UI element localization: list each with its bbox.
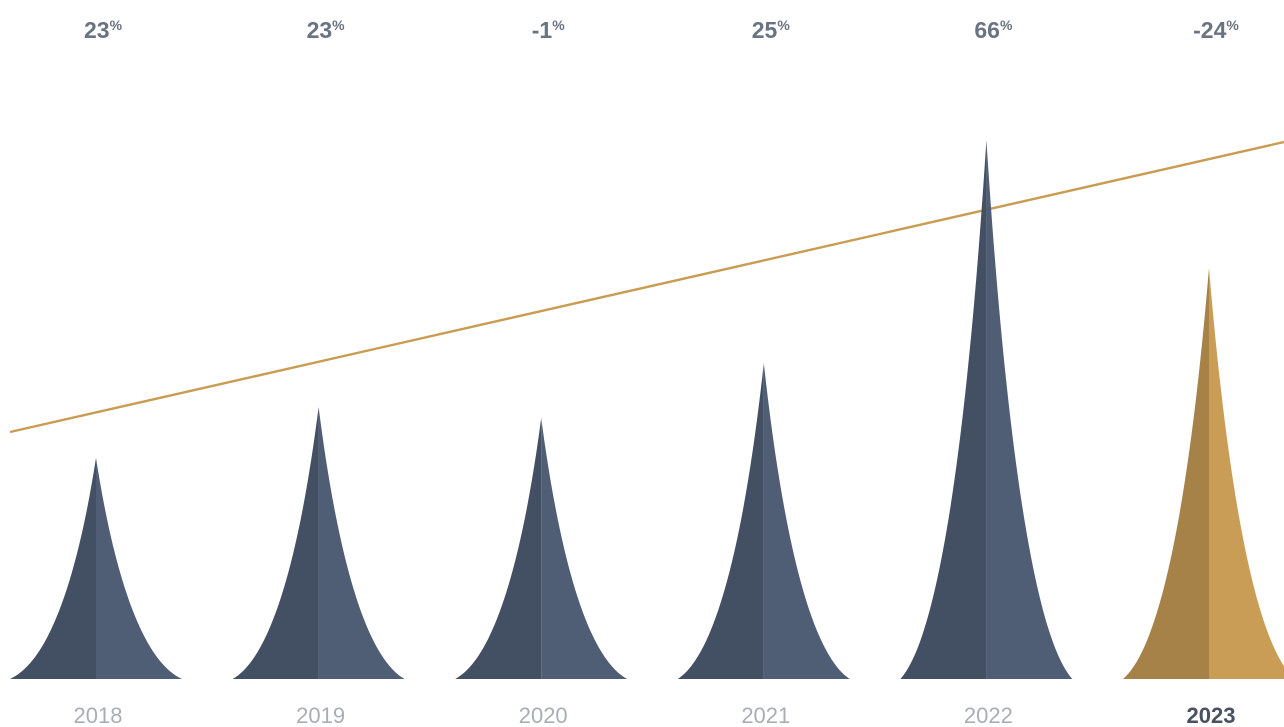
value-label-2022: 66% — [974, 17, 1013, 43]
bar-2018 — [10, 458, 182, 679]
bar-2022-left-half — [900, 140, 987, 679]
bar-2023 — [1123, 268, 1284, 679]
bar-2019-left-half — [232, 407, 319, 679]
bar-2022-right-half — [986, 140, 1073, 679]
bar-2023-right-half — [1209, 268, 1284, 679]
category-label-2022: 2022 — [964, 703, 1013, 727]
bar-2023-left-half — [1123, 268, 1209, 679]
value-label-2018: 23% — [84, 17, 123, 43]
bar-2019 — [232, 407, 405, 679]
bar-2021-right-half — [763, 363, 850, 679]
value-label-2023: -24% — [1193, 17, 1239, 43]
category-label-2021: 2021 — [741, 703, 790, 727]
bar-2021-left-half — [677, 363, 764, 679]
category-label-2019: 2019 — [296, 703, 345, 727]
bar-2020-left-half — [455, 418, 542, 679]
bar-2020 — [455, 418, 628, 679]
bar-2020-right-half — [541, 418, 628, 679]
value-label-2019: 23% — [307, 17, 346, 43]
category-label-2018: 2018 — [74, 703, 123, 727]
bar-2021 — [677, 363, 850, 679]
bar-2022 — [900, 140, 1073, 679]
category-label-2020: 2020 — [519, 703, 568, 727]
trend-line — [9, 140, 1284, 434]
value-label-2021: 25% — [752, 17, 791, 43]
value-label-2020: -1% — [532, 17, 565, 43]
bar-2018-right-half — [96, 458, 182, 679]
category-label-2023: 2023 — [1187, 703, 1236, 727]
bar-2018-left-half — [10, 458, 96, 679]
bar-2019-right-half — [318, 407, 405, 679]
